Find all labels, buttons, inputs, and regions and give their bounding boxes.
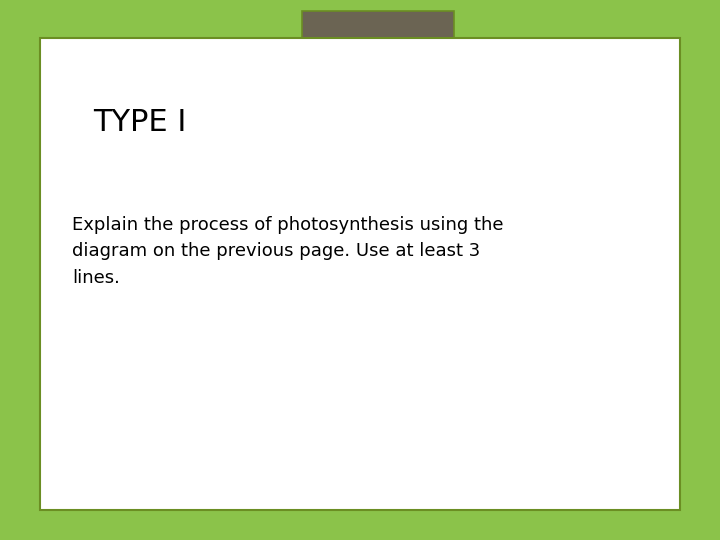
Text: TYPE I: TYPE I <box>94 108 187 137</box>
Bar <box>40 38 680 510</box>
Bar <box>302 11 454 57</box>
Text: Explain the process of photosynthesis using the
diagram on the previous page. Us: Explain the process of photosynthesis us… <box>72 216 503 287</box>
